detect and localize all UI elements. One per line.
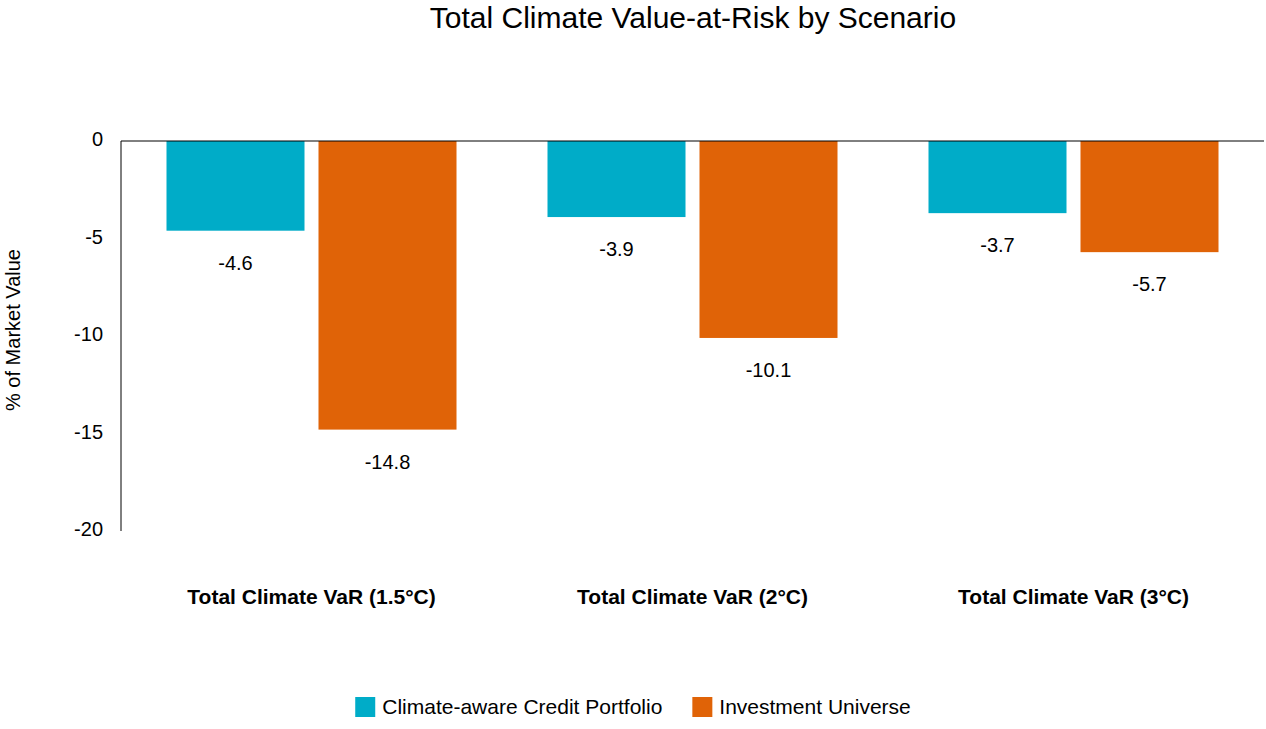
y-tick-label: -5 — [85, 226, 103, 248]
bar — [167, 141, 305, 231]
title: Total Climate Value-at-Risk by Scenario — [430, 1, 956, 34]
bar — [700, 141, 838, 338]
y-tick-label: -15 — [74, 421, 103, 443]
chart: Total Climate Value-at-Risk by Scenario%… — [0, 0, 1266, 729]
zero-line — [121, 141, 1264, 142]
bar — [548, 141, 686, 217]
data-label: -4.6 — [218, 252, 252, 274]
y-axis-label: % of Market Value — [2, 249, 24, 411]
x-tick-label: Total Climate VaR (3°C) — [958, 585, 1189, 608]
data-label: -5.7 — [1132, 273, 1166, 295]
y-axis — [121, 141, 122, 531]
bar — [319, 141, 457, 430]
legend: Climate-aware Credit Portfolio Investment… — [355, 695, 911, 718]
bar — [1081, 141, 1219, 252]
y-tick-label: -10 — [74, 323, 103, 345]
bars — [167, 141, 1219, 430]
bar — [929, 141, 1067, 213]
legend-swatch — [692, 697, 712, 717]
y-tick-label: -20 — [74, 518, 103, 540]
legend-label: Investment Universe — [719, 695, 910, 718]
data-label: -14.8 — [365, 451, 411, 473]
data-label: -3.9 — [599, 238, 633, 260]
y-tick-label: 0 — [92, 128, 103, 150]
legend-swatch — [355, 697, 375, 717]
legend-label: Climate-aware Credit Portfolio — [382, 695, 662, 718]
data-label: -3.7 — [980, 234, 1014, 256]
x-tick-label: Total Climate VaR (2°C) — [577, 585, 808, 608]
x-tick-label: Total Climate VaR (1.5°C) — [187, 585, 435, 608]
data-label: -10.1 — [746, 359, 792, 381]
